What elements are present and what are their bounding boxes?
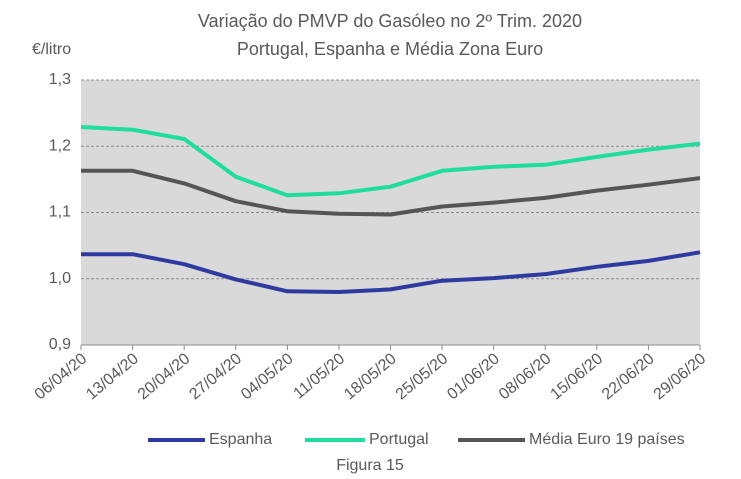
y-axis-label: €/litro — [32, 41, 71, 58]
x-tick-label: 13/04/20 — [83, 350, 142, 403]
legend-label: Espanha — [209, 431, 272, 448]
x-tick-label: 15/06/20 — [547, 350, 606, 403]
chart-title: Variação do PMVP do Gasóleo no 2º Trim. … — [198, 11, 582, 31]
y-tick-label: 1,2 — [49, 137, 71, 154]
y-tick-label: 0,9 — [49, 336, 71, 353]
y-tick-label: 1,0 — [49, 270, 71, 287]
y-tick-label: 1,3 — [49, 71, 71, 88]
x-tick-label: 18/05/20 — [341, 350, 400, 403]
caption: Figura 15 — [336, 457, 404, 474]
x-tick-label: 08/06/20 — [496, 350, 555, 403]
x-tick-label: 20/04/20 — [135, 350, 194, 403]
chart-subtitle: Portugal, Espanha e Média Zona Euro — [237, 39, 543, 59]
x-tick-label: 06/04/20 — [32, 350, 91, 403]
x-tick-label: 29/06/20 — [651, 350, 710, 403]
x-tick-label: 01/06/20 — [444, 350, 503, 403]
series-line — [81, 168, 701, 217]
x-tick-label: 11/05/20 — [290, 350, 348, 402]
x-tick-label: 25/05/20 — [393, 350, 452, 403]
x-tick-label: 27/04/20 — [186, 350, 245, 403]
x-tick-label: 04/05/20 — [238, 350, 297, 403]
y-tick-label: 1,1 — [49, 204, 71, 221]
legend-label: Portugal — [369, 431, 429, 448]
series-line — [81, 250, 701, 294]
legend-label: Média Euro 19 países — [529, 431, 685, 448]
x-tick-label: 22/06/20 — [599, 350, 658, 403]
series-line — [80, 125, 701, 198]
